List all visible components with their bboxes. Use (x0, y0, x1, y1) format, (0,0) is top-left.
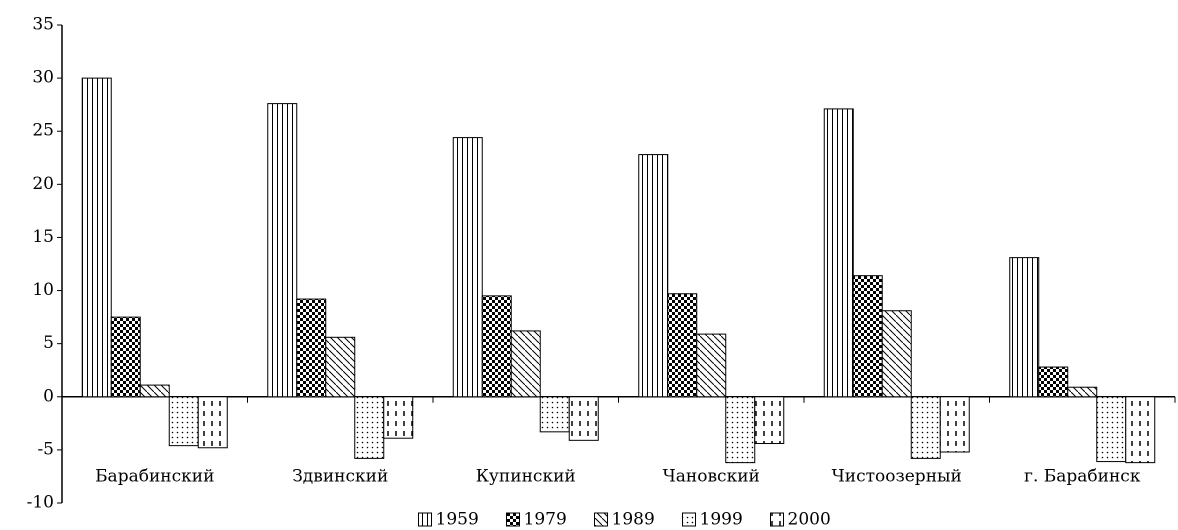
bar (638, 154, 669, 398)
legend-swatch (594, 512, 608, 527)
bar (510, 330, 541, 398)
y-tick-label: 15 (32, 227, 54, 247)
y-tick-label: 25 (32, 121, 54, 141)
bar (568, 396, 599, 441)
y-tick-label: -10 (27, 493, 54, 513)
bar (1038, 366, 1069, 398)
bar (481, 295, 512, 398)
legend-swatch (418, 512, 432, 527)
y-tick-label: -5 (37, 439, 54, 459)
bar (1125, 396, 1156, 464)
bar (354, 396, 385, 459)
legend-label: 2000 (788, 510, 831, 530)
bar (168, 396, 199, 447)
y-tick-label: 20 (32, 174, 54, 194)
y-tick-label: 35 (32, 15, 54, 35)
legend-label: 1989 (612, 510, 655, 530)
legend-swatch (770, 512, 784, 527)
bar (1009, 257, 1040, 398)
legend-label: 1999 (700, 510, 743, 530)
bar (110, 316, 141, 398)
bar (667, 293, 698, 398)
bar (852, 275, 883, 398)
bar (139, 384, 170, 398)
x-tick-label: Чистоозерный (832, 467, 962, 487)
bar (267, 103, 298, 398)
y-tick-label: 30 (32, 68, 54, 88)
bar (910, 396, 941, 459)
bar (823, 108, 854, 398)
bar (325, 336, 356, 398)
bar (383, 396, 414, 439)
legend-label: 1959 (436, 510, 479, 530)
x-tick-label: Чановский (663, 467, 760, 487)
bar (754, 396, 785, 445)
bar (725, 396, 756, 464)
legend-label: 1979 (524, 510, 567, 530)
y-tick-label: 0 (43, 386, 54, 406)
bar (939, 396, 970, 453)
bar (197, 396, 228, 449)
legend-swatch (506, 512, 520, 527)
bar (881, 310, 912, 398)
x-tick-label: г. Барабинск (1024, 467, 1141, 487)
bar (1096, 396, 1127, 463)
y-tick-label: 5 (43, 333, 54, 353)
bar (539, 396, 570, 433)
bar (696, 333, 727, 398)
y-tick-label: 10 (32, 280, 54, 300)
x-tick-label: Купинский (476, 467, 576, 487)
bar (81, 77, 112, 398)
legend-swatch (682, 512, 696, 527)
bar (296, 298, 327, 398)
x-tick-label: Здвинский (292, 467, 388, 487)
bar (1067, 386, 1098, 398)
bar (452, 137, 483, 398)
x-tick-label: Барабинский (95, 467, 214, 487)
